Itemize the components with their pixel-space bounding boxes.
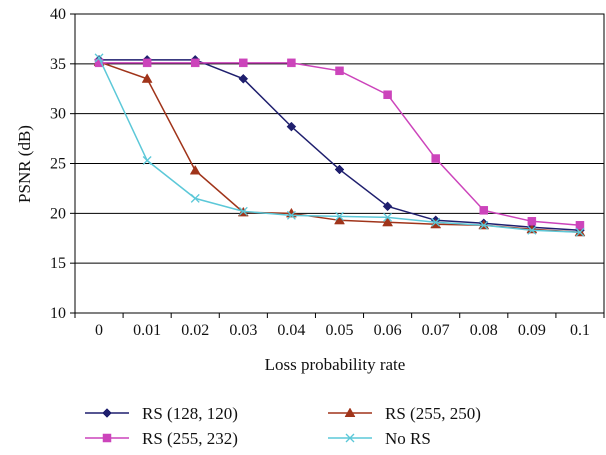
data-point-2-4 — [287, 58, 296, 68]
legend-entry-0: RS (128, 120) — [85, 404, 238, 423]
y-tick-label-2: 20 — [50, 205, 66, 222]
y-tick-label-0: 10 — [50, 305, 66, 322]
x-tick-label-4: 0.04 — [277, 322, 305, 339]
legend-marker-1 — [344, 407, 356, 417]
data-point-3-0 — [94, 53, 104, 63]
data-point-0-5 — [334, 164, 345, 175]
data-point-3-7 — [431, 217, 441, 227]
series-line-1 — [98, 61, 581, 234]
legend-label-1: RS (255, 250) — [385, 404, 481, 423]
legend-marker-3 — [345, 433, 355, 443]
data-point-0-3 — [238, 73, 249, 84]
x-tick-label-3: 0.03 — [229, 322, 257, 339]
legend-label-0: RS (128, 120) — [142, 404, 238, 423]
legend-marker-2 — [102, 433, 112, 443]
data-point-3-1 — [142, 156, 152, 165]
legend-label-3: No RS — [385, 429, 431, 448]
legend-entry-2: RS (255, 232) — [85, 429, 238, 448]
x-tick-label-10: 0.1 — [570, 322, 590, 339]
series-3 — [94, 53, 585, 237]
x-axis-title: Loss probability rate — [265, 355, 406, 374]
data-point-3-9 — [527, 225, 537, 235]
legend: RS (128, 120) RS (255, 250) RS (255, 232) N… — [85, 404, 481, 448]
grid-lines — [75, 63, 604, 264]
data-point-3-6 — [383, 212, 393, 222]
series-line-0 — [99, 59, 581, 232]
x-tick-label-8: 0.08 — [470, 322, 498, 339]
x-tick-label-1: 0.01 — [133, 322, 161, 339]
data-point-0-4 — [286, 121, 297, 132]
y-tick-label-6: 40 — [50, 6, 66, 23]
data-point-2-10 — [575, 221, 585, 230]
series-line-2 — [99, 62, 581, 227]
data-point-1-6 — [382, 216, 394, 227]
x-tick-label-2: 0.02 — [181, 322, 209, 339]
data-point-3-5 — [335, 211, 344, 221]
series-layer — [93, 53, 586, 237]
data-point-3-2 — [190, 193, 200, 203]
legend-label-2: RS (255, 232) — [142, 429, 238, 448]
data-point-2-1 — [142, 58, 152, 68]
x-tick-label-5: 0.05 — [326, 322, 354, 339]
data-point-2-2 — [190, 58, 200, 68]
series-0 — [94, 54, 585, 236]
x-axis-tick-labels: 0 0.01 0.02 0.03 0.04 0.05 0.06 0.07 0.08 0.09 0.1 — [95, 322, 590, 339]
legend-marker-0 — [102, 408, 112, 418]
series-1 — [93, 56, 586, 237]
data-point-1-7 — [430, 218, 442, 229]
data-point-3-4 — [286, 210, 296, 220]
data-point-3-10 — [575, 227, 585, 237]
plot-frame — [70, 13, 605, 318]
data-point-1-2 — [189, 164, 201, 175]
series-2 — [94, 58, 585, 230]
series-line-3 — [98, 57, 580, 234]
y-tick-label-4: 30 — [50, 106, 66, 123]
data-point-3-8 — [479, 220, 489, 230]
y-axis-tick-labels: 10 15 20 25 30 35 40 — [50, 6, 66, 322]
data-point-2-9 — [527, 217, 537, 226]
y-tick-label-5: 35 — [50, 56, 66, 73]
x-tick-label-9: 0.09 — [518, 322, 546, 339]
data-point-2-6 — [383, 90, 392, 99]
y-tick-label-1: 15 — [50, 255, 66, 272]
x-tick-label-0: 0 — [95, 322, 103, 339]
data-point-3-3 — [238, 206, 248, 216]
data-point-2-5 — [335, 66, 344, 76]
data-point-2-7 — [431, 154, 440, 163]
data-point-2-8 — [479, 206, 489, 215]
legend-entry-3: No RS — [328, 429, 431, 448]
y-axis-title: PSNR (dB) — [15, 125, 34, 203]
data-point-1-1 — [141, 73, 153, 83]
x-tick-label-6: 0.06 — [374, 322, 402, 339]
y-tick-label-3: 25 — [50, 156, 66, 173]
data-point-0-6 — [382, 201, 393, 212]
data-point-2-3 — [239, 58, 248, 68]
x-tick-label-7: 0.07 — [422, 322, 450, 339]
legend-entry-1: RS (255, 250) — [328, 404, 481, 423]
